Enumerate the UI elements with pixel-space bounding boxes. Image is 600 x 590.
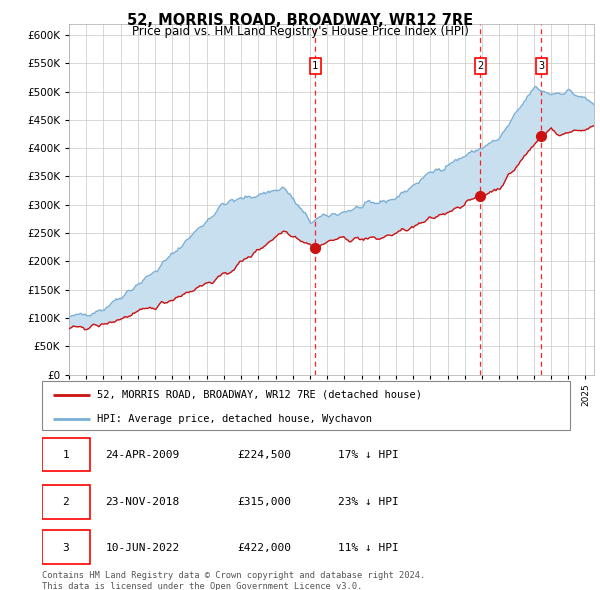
Text: 24-APR-2009: 24-APR-2009	[106, 450, 179, 460]
Text: £315,000: £315,000	[238, 497, 292, 507]
Text: 3: 3	[62, 543, 69, 552]
Text: Contains HM Land Registry data © Crown copyright and database right 2024.
This d: Contains HM Land Registry data © Crown c…	[42, 571, 425, 590]
Text: 52, MORRIS ROAD, BROADWAY, WR12 7RE (detached house): 52, MORRIS ROAD, BROADWAY, WR12 7RE (det…	[97, 389, 422, 399]
Text: £224,500: £224,500	[238, 450, 292, 460]
Text: 23% ↓ HPI: 23% ↓ HPI	[338, 497, 398, 507]
Text: 3: 3	[538, 61, 544, 71]
FancyBboxPatch shape	[42, 438, 89, 471]
Text: 23-NOV-2018: 23-NOV-2018	[106, 497, 179, 507]
Text: 52, MORRIS ROAD, BROADWAY, WR12 7RE: 52, MORRIS ROAD, BROADWAY, WR12 7RE	[127, 13, 473, 28]
Text: 2: 2	[62, 497, 69, 507]
FancyBboxPatch shape	[42, 485, 89, 519]
Text: £422,000: £422,000	[238, 543, 292, 552]
FancyBboxPatch shape	[42, 530, 89, 564]
Text: 1: 1	[312, 61, 319, 71]
Text: HPI: Average price, detached house, Wychavon: HPI: Average price, detached house, Wych…	[97, 414, 373, 424]
Text: Price paid vs. HM Land Registry's House Price Index (HPI): Price paid vs. HM Land Registry's House …	[131, 25, 469, 38]
Text: 10-JUN-2022: 10-JUN-2022	[106, 543, 179, 552]
Text: 2: 2	[477, 61, 484, 71]
Text: 1: 1	[62, 450, 69, 460]
Text: 17% ↓ HPI: 17% ↓ HPI	[338, 450, 398, 460]
FancyBboxPatch shape	[42, 381, 570, 430]
Text: 11% ↓ HPI: 11% ↓ HPI	[338, 543, 398, 552]
